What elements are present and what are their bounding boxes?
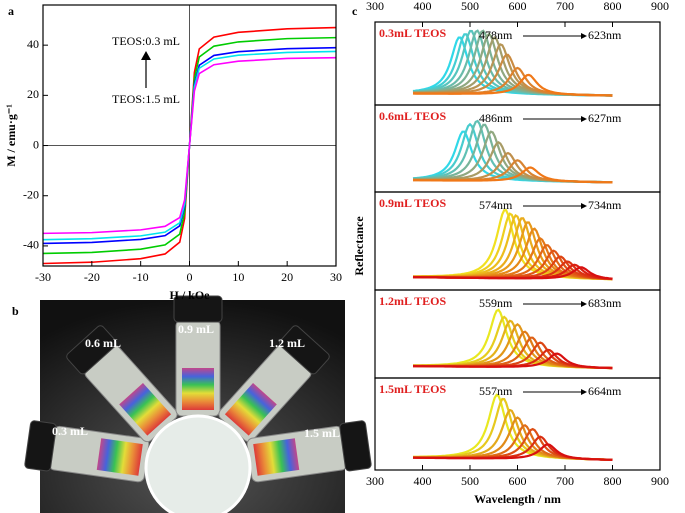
arrow-head	[581, 389, 587, 395]
vial-label: 0.9 mL	[178, 322, 214, 336]
x-axis-label: H / kOe	[169, 288, 210, 302]
x-tick-label: 900	[651, 474, 669, 488]
vial-color-band	[253, 438, 300, 476]
vial-color-band	[224, 382, 277, 436]
range-label: 623nm	[588, 28, 622, 42]
x-tick-label: 300	[366, 474, 384, 488]
x-tick-label: -20	[84, 270, 100, 284]
y-tick-label: 20	[27, 87, 39, 101]
vial	[66, 325, 178, 443]
spectrum-curve	[413, 443, 613, 461]
y-axis-label: M / emu·g⁻¹	[4, 104, 18, 167]
x-tick-label: 300	[366, 0, 384, 13]
x-tick-label: 800	[604, 474, 622, 488]
y-tick-label: 40	[27, 37, 39, 51]
spectrum-curve	[412, 73, 613, 97]
x-tick-label: 800	[604, 0, 622, 13]
plate	[144, 414, 252, 513]
range-label: 683nm	[588, 296, 622, 310]
y-tick-label: 0	[33, 137, 39, 151]
vial-color-band	[182, 368, 214, 410]
x-tick-label: 0	[187, 270, 193, 284]
x-tick-label: 900	[651, 0, 669, 13]
range-label: 557nm	[479, 384, 513, 398]
range-label: 664nm	[588, 384, 622, 398]
x-tick-label: 700	[556, 0, 574, 13]
spectrum-curve	[413, 352, 613, 370]
magnetization-curve	[42, 56, 337, 235]
x-tick-label: 400	[414, 0, 432, 13]
vial-cap	[339, 420, 372, 472]
spectrum-curve	[413, 424, 613, 461]
range-label: 559nm	[479, 296, 513, 310]
annotation: TEOS:1.5 mL	[112, 92, 180, 106]
spectrum-curve	[413, 397, 613, 461]
subplot-label: 0.9mL TEOS	[379, 196, 446, 210]
arrow-head	[141, 51, 151, 60]
subplot-label: 1.2mL TEOS	[379, 294, 446, 308]
x-tick-label: 700	[556, 474, 574, 488]
x-tick-label: 400	[414, 474, 432, 488]
range-label: 486nm	[479, 111, 513, 125]
range-label: 627nm	[588, 111, 622, 125]
x-tick-label: 10	[232, 270, 244, 284]
vial	[24, 420, 150, 483]
range-label: 478nm	[479, 28, 513, 42]
vial	[173, 295, 223, 417]
arrow-head	[581, 203, 587, 209]
vial-label: 0.6 mL	[85, 336, 121, 350]
vial-label: 1.2 mL	[269, 336, 305, 350]
vial	[246, 420, 372, 483]
range-label: 734nm	[588, 198, 622, 212]
arrow-head	[581, 116, 587, 122]
vial-color-band	[96, 438, 143, 476]
spectrum-curve	[413, 166, 613, 184]
x-tick-label: 500	[461, 474, 479, 488]
subplot-label: 1.5mL TEOS	[379, 382, 446, 396]
x-tick-label: -30	[35, 270, 51, 284]
x-tick-label: 600	[509, 0, 527, 13]
vial-label: 1.5 mL	[304, 426, 340, 440]
y-tick-label: -40	[23, 238, 39, 252]
vial-cap	[173, 295, 223, 323]
vial-label: 0.3 mL	[52, 424, 88, 438]
subplot-label: 0.3mL TEOS	[379, 26, 446, 40]
x-tick-label: 20	[281, 270, 293, 284]
x-axis-label: Wavelength / nm	[474, 492, 561, 506]
panel-label: c	[352, 4, 358, 18]
x-tick-label: 500	[461, 0, 479, 13]
x-tick-label: 30	[330, 270, 342, 284]
photo: 0.3 mL 0.6 mL 0.9 mL 1.2 mL 1.5 mL	[24, 295, 372, 513]
x-tick-label: -10	[133, 270, 149, 284]
annotation: TEOS:0.3 mL	[112, 34, 180, 48]
x-tick-label: 600	[509, 474, 527, 488]
y-axis-label: Reflectance	[352, 216, 366, 276]
vial-cap	[66, 325, 117, 375]
arrow-head	[581, 33, 587, 39]
subplot-label: 0.6mL TEOS	[379, 109, 446, 123]
y-tick-label: -20	[23, 187, 39, 201]
panel-label: b	[12, 304, 19, 318]
vial-cap	[279, 325, 330, 375]
vial-color-band	[119, 382, 172, 436]
arrow-head	[581, 301, 587, 307]
panel-label: a	[8, 4, 14, 18]
range-label: 574nm	[479, 198, 513, 212]
vial-cap	[24, 420, 57, 472]
spectrum-curve	[413, 266, 613, 280]
